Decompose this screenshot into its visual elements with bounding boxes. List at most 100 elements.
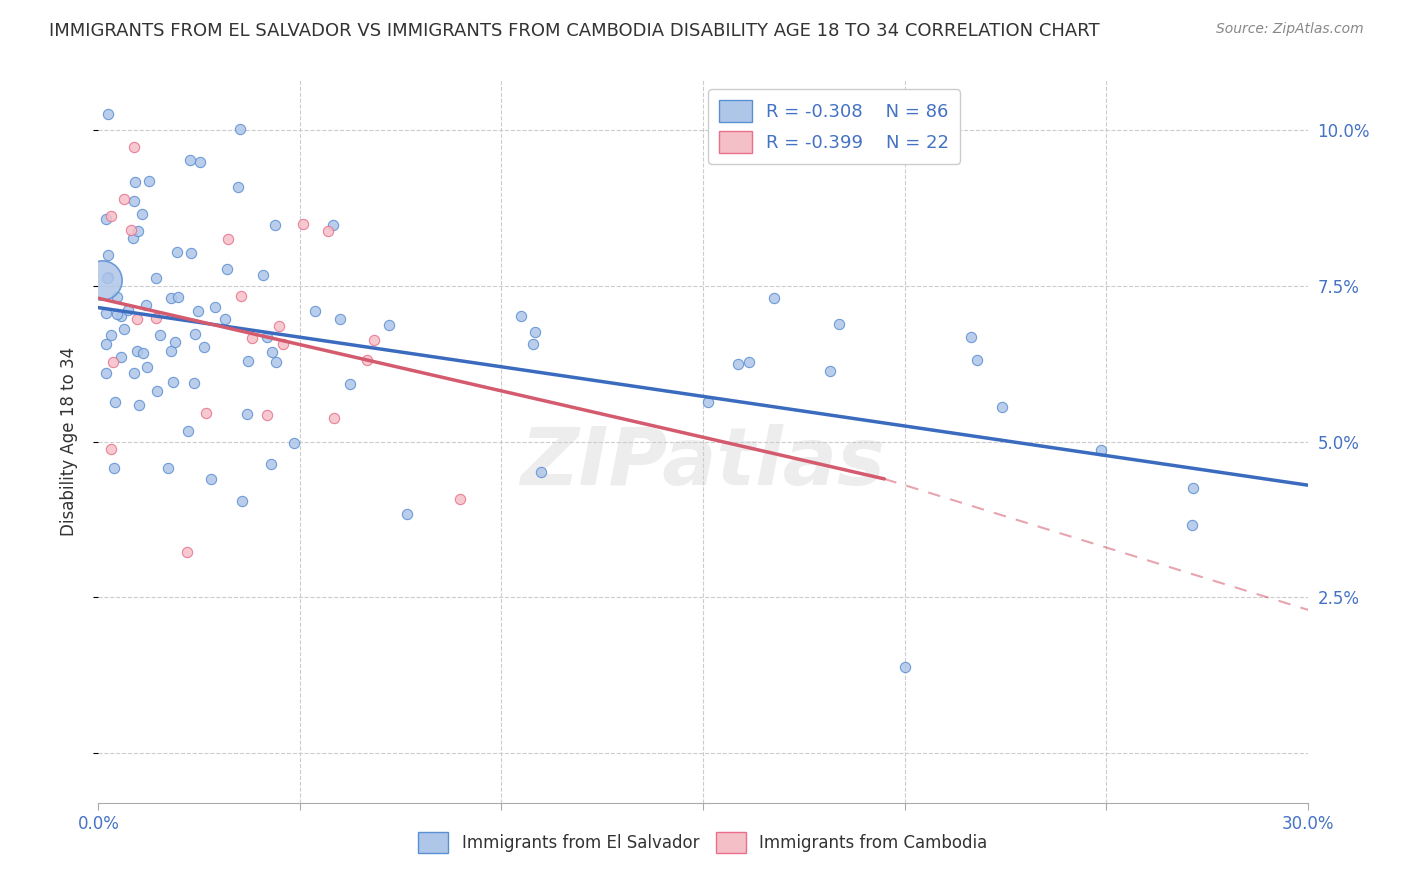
Point <box>96 367 118 381</box>
Point <box>1182 481 1205 495</box>
Point <box>329 312 352 326</box>
Text: ZIPatlas: ZIPatlas <box>520 425 886 502</box>
Point <box>96 212 118 227</box>
Point <box>260 344 283 359</box>
Point <box>339 376 361 391</box>
Point <box>214 312 236 326</box>
Point <box>193 340 215 354</box>
Point <box>96 337 118 351</box>
Point <box>378 318 401 332</box>
Point <box>96 271 118 285</box>
Point <box>97 248 120 262</box>
Point <box>156 461 179 475</box>
Point <box>200 472 222 486</box>
Point <box>132 346 155 360</box>
Point <box>256 408 278 422</box>
Point <box>316 224 339 238</box>
Point <box>176 544 198 558</box>
Point <box>229 289 252 303</box>
Point <box>524 325 547 339</box>
Point <box>323 411 346 425</box>
Text: IMMIGRANTS FROM EL SALVADOR VS IMMIGRANTS FROM CAMBODIA DISABILITY AGE 18 TO 34 : IMMIGRANTS FROM EL SALVADOR VS IMMIGRANT… <box>49 22 1099 40</box>
Point <box>522 337 544 351</box>
Point <box>322 218 344 232</box>
Point <box>134 298 156 312</box>
Point <box>97 270 120 285</box>
Point <box>179 153 201 168</box>
Point <box>91 272 114 286</box>
Point <box>187 303 209 318</box>
Point <box>146 384 169 398</box>
Point <box>828 318 851 332</box>
Point <box>194 406 217 420</box>
Point <box>363 333 385 347</box>
Point <box>231 494 253 508</box>
Point <box>204 300 226 314</box>
Point <box>131 207 153 221</box>
Point <box>217 261 239 276</box>
Point <box>240 331 263 345</box>
Point <box>271 337 294 351</box>
Point <box>136 359 159 374</box>
Point <box>117 302 139 317</box>
Point <box>217 232 239 246</box>
Point <box>104 394 127 409</box>
Point <box>292 217 315 231</box>
Point <box>110 310 132 324</box>
Point <box>966 353 988 368</box>
Point <box>149 327 172 342</box>
Point <box>727 357 749 371</box>
Point <box>110 351 132 365</box>
Point <box>990 400 1012 414</box>
Point <box>449 492 471 507</box>
Point <box>238 354 260 368</box>
Point <box>183 376 205 390</box>
Point <box>112 322 135 336</box>
Point <box>114 192 136 206</box>
Point <box>188 154 211 169</box>
Point <box>1181 518 1204 533</box>
Point <box>145 311 167 326</box>
Point <box>100 327 122 342</box>
Point <box>121 223 143 237</box>
Point <box>264 355 287 369</box>
Point <box>124 175 146 189</box>
Legend: Immigrants from El Salvador, Immigrants from Cambodia: Immigrants from El Salvador, Immigrants … <box>412 826 994 860</box>
Point <box>145 271 167 285</box>
Point <box>180 245 202 260</box>
Point <box>96 306 118 320</box>
Point <box>122 194 145 208</box>
Point <box>167 290 190 304</box>
Point <box>165 335 187 350</box>
Point <box>127 224 149 238</box>
Point <box>122 139 145 153</box>
Point <box>226 179 249 194</box>
Point <box>162 376 184 390</box>
Point <box>100 442 122 457</box>
Point <box>229 121 252 136</box>
Point <box>510 309 533 323</box>
Point <box>894 660 917 674</box>
Point <box>236 407 259 421</box>
Point <box>103 355 125 369</box>
Point <box>97 107 120 121</box>
Point <box>160 343 183 358</box>
Point <box>356 352 378 367</box>
Point <box>738 355 761 369</box>
Point <box>105 307 128 321</box>
Point <box>762 291 785 305</box>
Point <box>818 364 841 378</box>
Point <box>122 231 145 245</box>
Point <box>263 218 285 232</box>
Point <box>530 465 553 479</box>
Point <box>166 245 188 260</box>
Point <box>100 210 122 224</box>
Point <box>138 174 160 188</box>
Point <box>125 312 148 326</box>
Point <box>128 397 150 411</box>
Point <box>252 268 274 282</box>
Y-axis label: Disability Age 18 to 34: Disability Age 18 to 34 <box>59 347 77 536</box>
Point <box>124 366 146 380</box>
Point <box>127 344 149 359</box>
Point <box>177 424 200 438</box>
